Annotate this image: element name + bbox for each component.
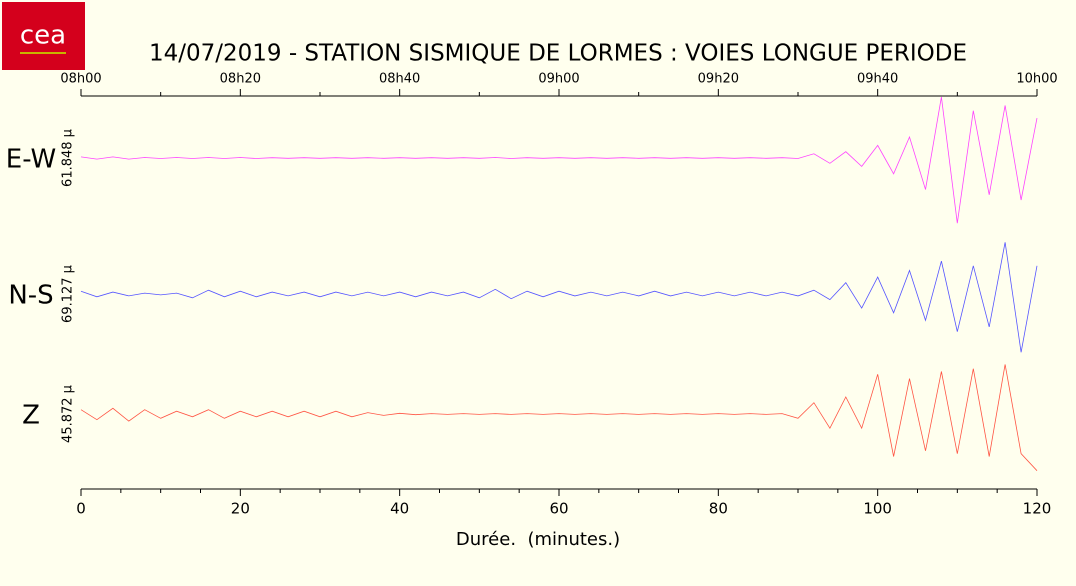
trace-name: Z xyxy=(22,401,40,431)
chart-title: 14/07/2019 - STATION SISMIQUE DE LORMES … xyxy=(149,41,967,67)
x-tick-label: 60 xyxy=(549,500,568,518)
x2-tick-label: 08h20 xyxy=(220,72,261,87)
x-axis-label: Durée. (minutes.) xyxy=(456,529,620,550)
logo-box xyxy=(2,2,85,70)
x-tick-label: 80 xyxy=(709,500,728,518)
logo-text: cea xyxy=(20,21,66,51)
trace-name: E-W xyxy=(6,145,56,175)
x2-tick-label: 09h40 xyxy=(857,72,898,87)
trace xyxy=(80,364,1038,471)
trace-scale: 45.872 µ xyxy=(61,385,76,443)
x-tick-label: 40 xyxy=(390,500,409,518)
x-tick-label: 100 xyxy=(863,500,892,518)
x-tick-label: 20 xyxy=(231,500,250,518)
x2-tick-label: 08h00 xyxy=(60,72,101,87)
x2-tick-label: 09h20 xyxy=(698,72,739,87)
x2-tick-label: 08h40 xyxy=(379,72,420,87)
trace xyxy=(80,96,1038,224)
x-tick-label: 120 xyxy=(1023,500,1052,518)
trace-scale: 69.127 µ xyxy=(61,265,76,323)
x-tick-label: 0 xyxy=(76,500,86,518)
trace xyxy=(80,242,1038,353)
trace-name: N-S xyxy=(8,281,53,311)
x2-tick-label: 10h00 xyxy=(1016,72,1057,87)
logo: cea xyxy=(2,2,85,70)
trace-scale: 61.848 µ xyxy=(61,129,76,187)
x2-tick-label: 09h00 xyxy=(538,72,579,87)
